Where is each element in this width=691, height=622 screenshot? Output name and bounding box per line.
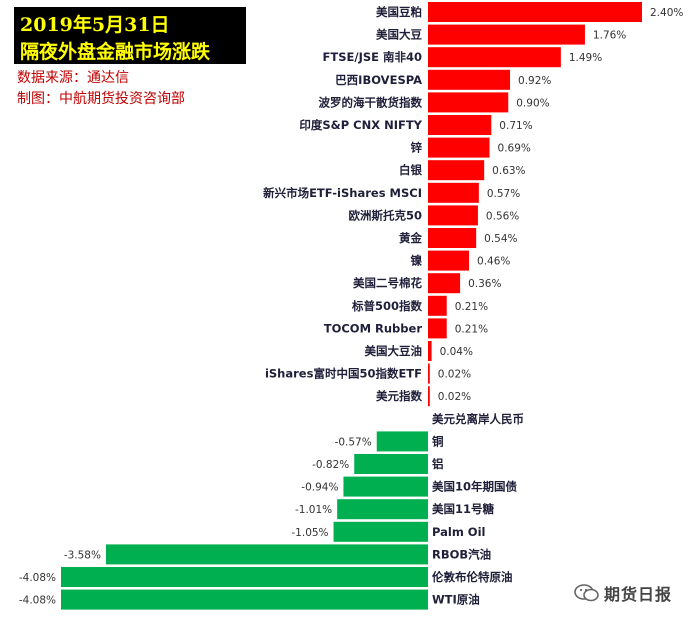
value-label: 1.49% [569, 52, 602, 64]
bar [61, 589, 428, 610]
bar [428, 92, 509, 113]
value-label: 0.92% [518, 75, 551, 87]
value-label: 0.36% [468, 278, 501, 290]
category-label: 美国豆粕 [376, 5, 422, 19]
category-label: 伦敦布伦特原油 [432, 570, 513, 584]
bar [428, 160, 485, 181]
value-label: 0.21% [455, 301, 488, 313]
bar [333, 521, 428, 542]
value-label: 2.40% [650, 7, 683, 19]
value-label: 0.46% [477, 256, 510, 268]
category-label: 美国11号糖 [432, 502, 495, 516]
value-label: -3.58% [64, 549, 101, 561]
bar [428, 318, 447, 339]
bar [428, 295, 447, 316]
value-label: 0.63% [492, 165, 525, 177]
category-label: 美元兑离岸人民币 [432, 412, 524, 426]
bar [428, 2, 642, 22]
value-label: 0.02% [438, 391, 471, 403]
value-label: 0.04% [440, 346, 473, 358]
value-label: -1.01% [295, 504, 332, 516]
bar [428, 137, 490, 158]
title-box: 2019年5月31日 隔夜外盘金融市场涨跌 [14, 7, 246, 64]
category-label: 新兴市场ETF-iShares MSCI [263, 186, 422, 200]
value-label: -1.05% [291, 527, 328, 539]
category-label: 波罗的海干散货指数 [319, 95, 423, 109]
category-label: 巴西IBOVESPA [335, 73, 422, 87]
category-label: 标普500指数 [351, 299, 423, 313]
value-label: -4.08% [19, 595, 56, 607]
bar [428, 363, 430, 384]
category-label: 黄金 [399, 231, 422, 245]
value-label: 0.21% [455, 323, 488, 335]
bar [428, 115, 492, 135]
bar [337, 499, 428, 520]
watermark-text: 期货日报 [604, 585, 673, 604]
category-label: Palm Oil [432, 525, 485, 539]
value-label: 1.76% [593, 30, 626, 42]
value-label: 0.57% [487, 188, 520, 200]
chart-credit-note: 制图：中航期货投资咨询部 [17, 91, 185, 107]
bar [428, 341, 432, 361]
category-label: 锌 [411, 141, 423, 155]
bar [428, 273, 461, 294]
bar [428, 205, 478, 226]
category-label: FTSE/JSE 南非40 [323, 50, 422, 64]
category-label: 白银 [399, 163, 422, 177]
bar [428, 228, 477, 248]
value-label: 0.90% [516, 97, 549, 109]
category-label: WTI原油 [432, 593, 480, 607]
category-label: 欧洲斯托克50 [348, 208, 422, 222]
category-label: RBOB汽油 [432, 547, 491, 561]
category-label: 美国10年期国债 [432, 480, 518, 494]
value-label: 0.54% [484, 233, 517, 245]
value-label: -4.08% [19, 572, 56, 584]
data-source-note: 数据来源：通达信 [17, 70, 129, 86]
bar [343, 476, 428, 497]
bar [428, 250, 470, 271]
category-label: 印度S&P CNX NIFTY [299, 118, 422, 132]
category-label: 铜 [431, 434, 444, 448]
value-label: 0.56% [486, 210, 519, 222]
title-date: 2019年5月31日 [20, 14, 170, 36]
value-label: 0.69% [498, 143, 531, 155]
bar [428, 386, 430, 407]
category-label: 美国大豆油 [365, 344, 423, 358]
wechat-icon [574, 584, 599, 602]
bar [428, 47, 561, 68]
bar [428, 24, 585, 45]
bar [61, 567, 428, 587]
value-label: 0.71% [499, 120, 532, 132]
category-label: 镍 [411, 254, 423, 268]
category-label: 美国大豆 [376, 28, 422, 42]
bar [354, 454, 428, 474]
category-label: 美元指数 [376, 389, 422, 403]
category-label: 美国二号棉花 [353, 276, 422, 290]
watermark: 期货日报 [574, 583, 673, 604]
value-label: 0.02% [438, 369, 471, 381]
category-label: TOCOM Rubber [324, 321, 423, 335]
value-label: -0.57% [335, 436, 372, 448]
bar [376, 431, 428, 452]
title-heading: 隔夜外盘金融市场涨跌 [20, 41, 211, 63]
bar [428, 69, 511, 90]
value-label: -0.94% [301, 482, 338, 494]
bar [428, 182, 479, 203]
value-label: -0.82% [312, 459, 349, 471]
category-label: iShares富时中国50指数ETF [265, 367, 422, 381]
category-label: 铝 [432, 457, 444, 471]
bar [105, 544, 428, 565]
